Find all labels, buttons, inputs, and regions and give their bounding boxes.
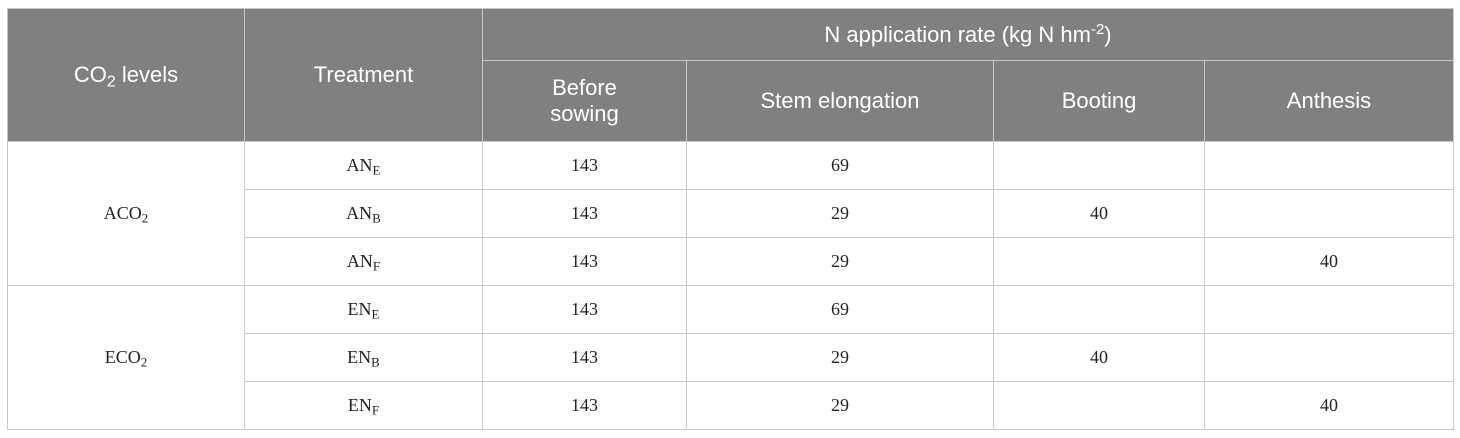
treatment-cell: ANB <box>244 189 483 238</box>
co2-level-cell: ECO2 <box>7 285 245 430</box>
table-row: ANB 143 29 40 <box>8 189 1454 238</box>
table-row: ENF 143 29 40 <box>8 381 1454 430</box>
before-sowing-cell: 143 <box>482 189 687 238</box>
stem-elongation-cell: 69 <box>686 285 994 334</box>
stem-elongation-cell: 69 <box>686 141 994 190</box>
header-treatment: Treatment <box>244 8 483 142</box>
stem-elongation-cell: 29 <box>686 333 994 382</box>
anthesis-cell <box>1204 333 1454 382</box>
before-sowing-cell: 143 <box>482 285 687 334</box>
header-before-sowing: Before sowing <box>482 60 687 142</box>
booting-cell: 40 <box>993 333 1205 382</box>
booting-cell <box>993 285 1205 334</box>
header-anthesis: Anthesis <box>1204 60 1454 142</box>
before-sowing-cell: 143 <box>482 381 687 430</box>
stem-elongation-cell: 29 <box>686 381 994 430</box>
booting-cell: 40 <box>993 189 1205 238</box>
table-row: ANF 143 29 40 <box>8 237 1454 286</box>
booting-cell <box>993 237 1205 286</box>
treatment-cell: ANF <box>244 237 483 286</box>
treatment-cell: ENE <box>244 285 483 334</box>
table-header: CO2 levels Treatment N application rate … <box>7 8 1454 142</box>
table-body: ACO2 ANE 143 69 ANB 143 29 40 ANF 143 29… <box>7 141 1454 430</box>
treatment-cell: ANE <box>244 141 483 190</box>
table-row: ECO2 ENE 143 69 <box>7 285 1454 430</box>
table-row: ACO2 ANE 143 69 <box>7 141 1454 286</box>
table-row: ENB 143 29 40 <box>8 333 1454 382</box>
header-stem-elongation: Stem elongation <box>686 60 994 142</box>
anthesis-cell <box>1204 285 1454 334</box>
treatment-cell: ENF <box>244 381 483 430</box>
before-sowing-cell: 143 <box>482 333 687 382</box>
table-container: CO2 levels Treatment N application rate … <box>7 8 1454 430</box>
before-sowing-cell: 143 <box>482 237 687 286</box>
anthesis-cell: 40 <box>1204 237 1454 286</box>
stem-elongation-cell: 29 <box>686 237 994 286</box>
booting-cell <box>993 141 1205 190</box>
header-booting: Booting <box>993 60 1205 142</box>
n-application-table: CO2 levels Treatment N application rate … <box>7 8 1454 430</box>
co2-level-cell: ACO2 <box>7 141 245 286</box>
anthesis-cell: 40 <box>1204 381 1454 430</box>
anthesis-cell <box>1204 189 1454 238</box>
header-co2-levels: CO2 levels <box>7 8 245 142</box>
stem-elongation-cell: 29 <box>686 189 994 238</box>
booting-cell <box>993 381 1205 430</box>
header-n-application-rate: N application rate (kg N hm-2) <box>482 8 1454 61</box>
anthesis-cell <box>1204 141 1454 190</box>
treatment-cell: ENB <box>244 333 483 382</box>
before-sowing-cell: 143 <box>482 141 687 190</box>
